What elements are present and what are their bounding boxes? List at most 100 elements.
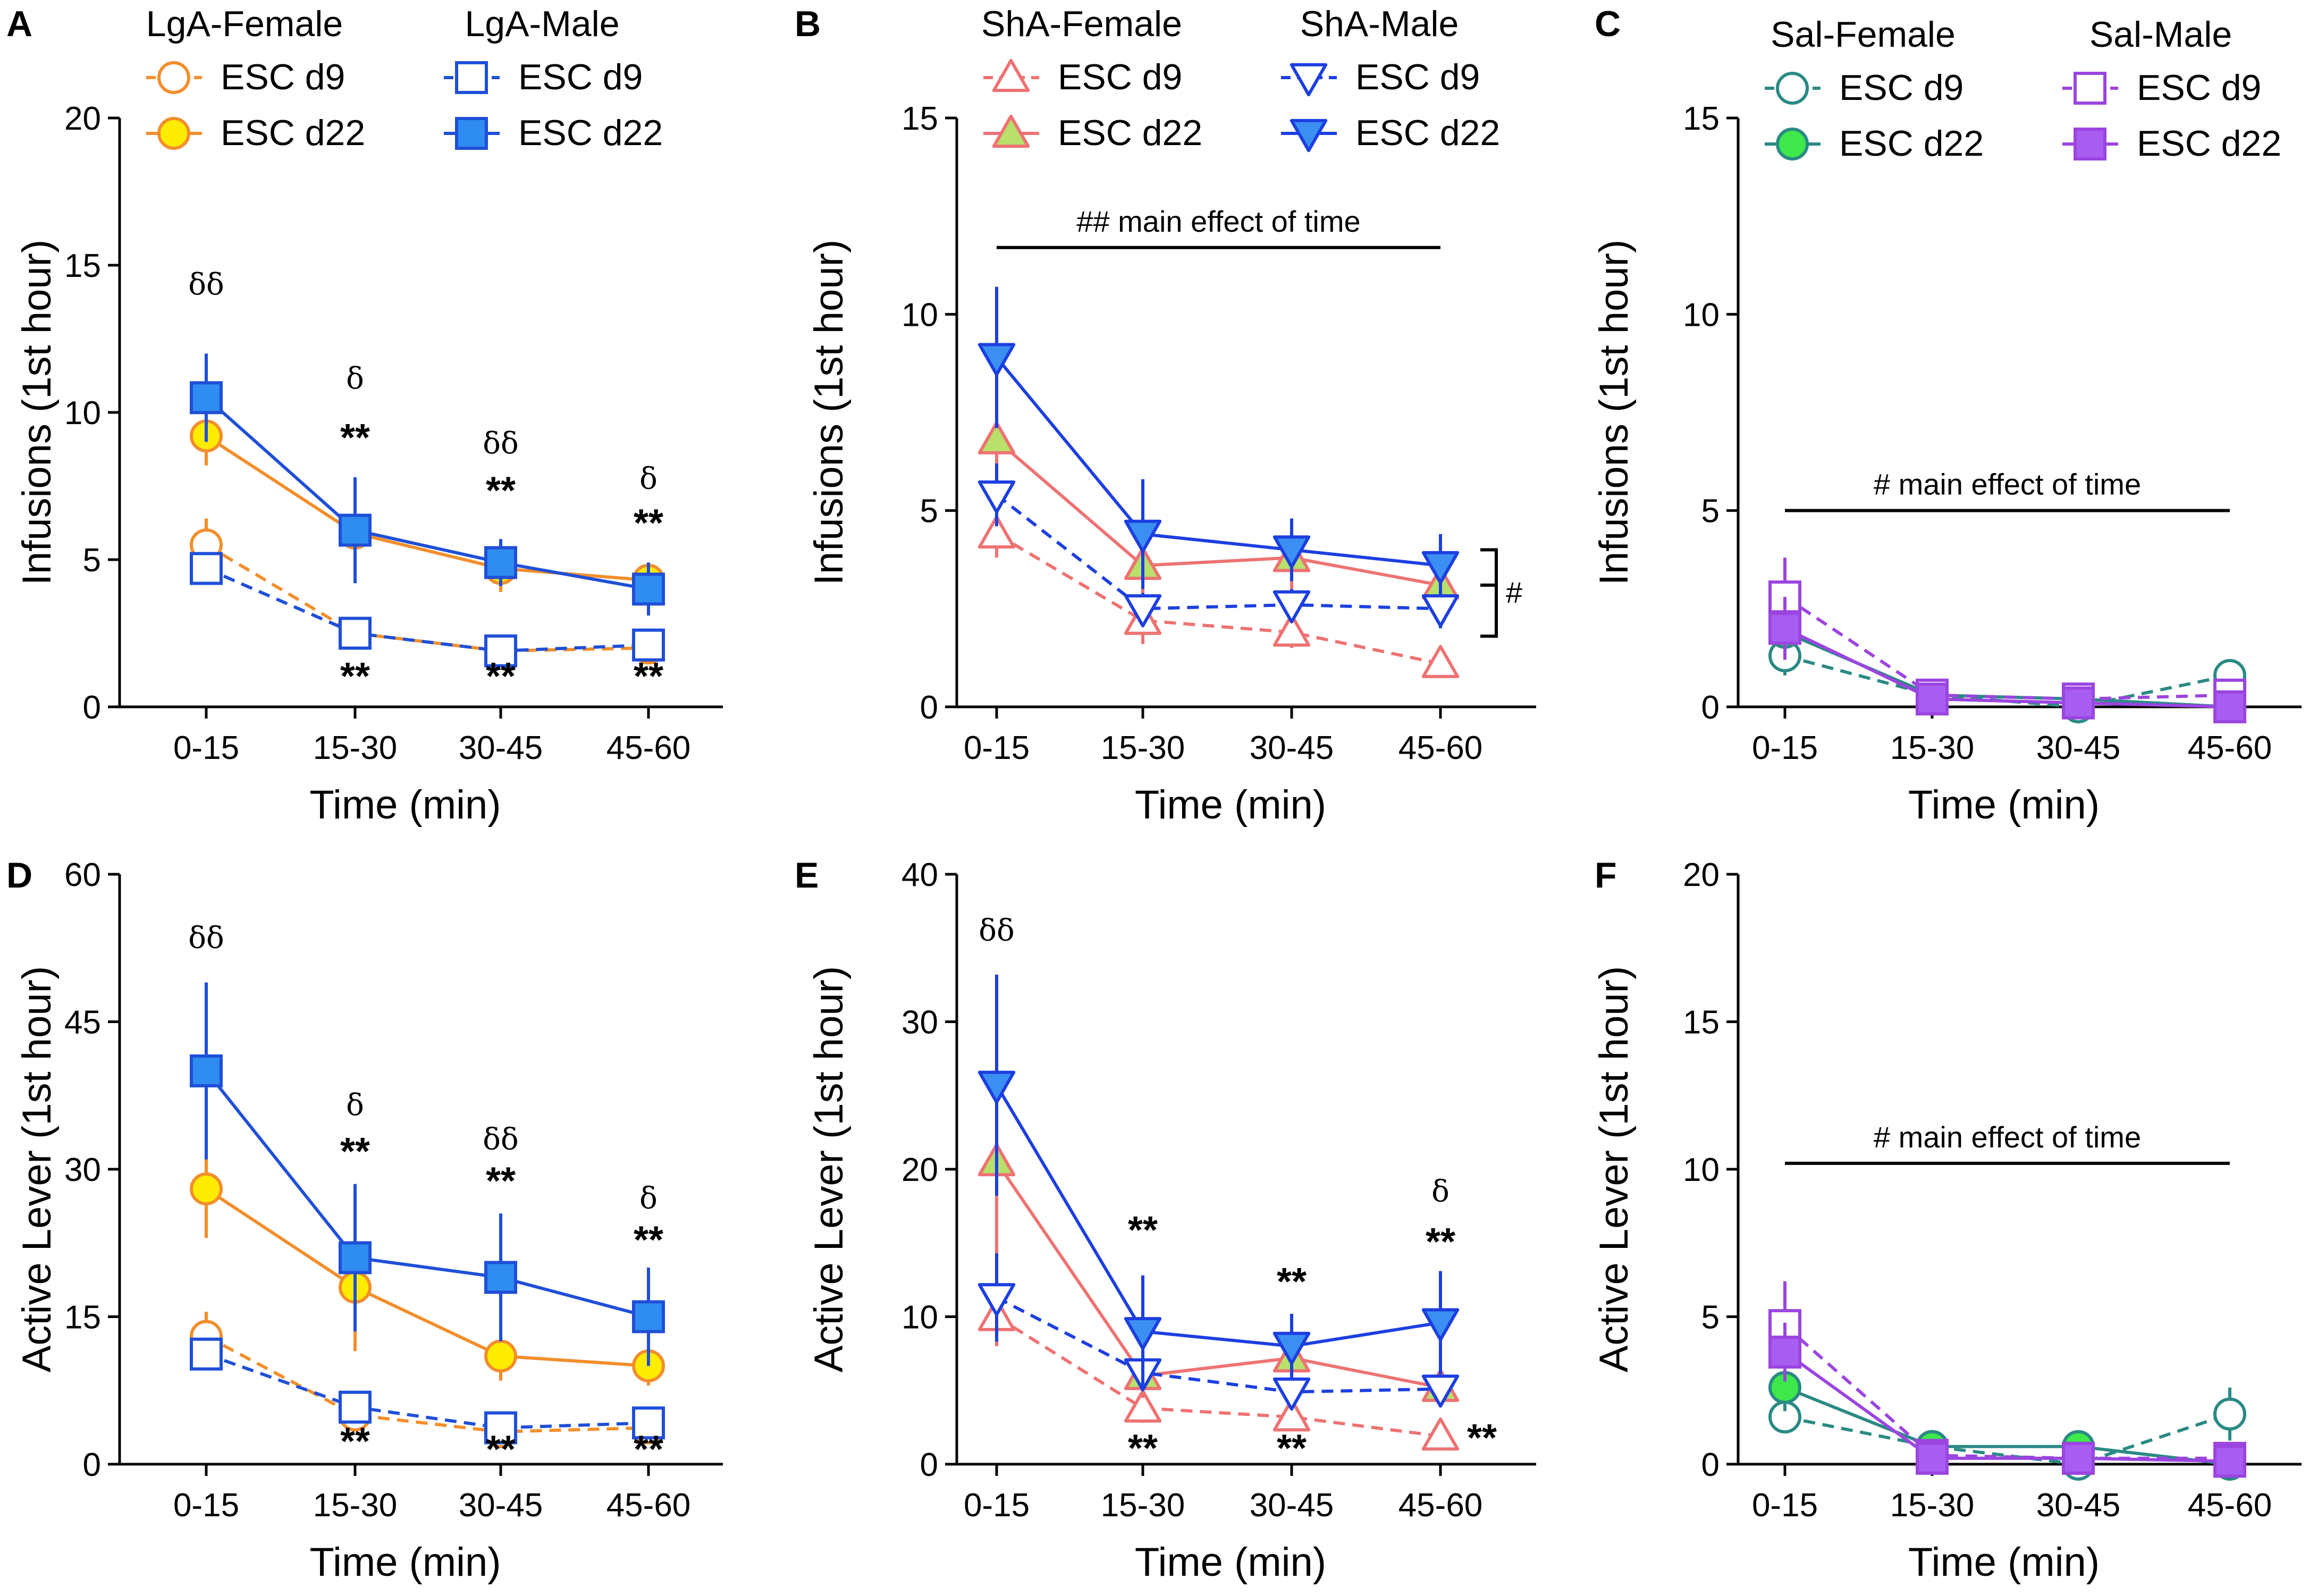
y-tick-label: 0 bbox=[1701, 689, 1720, 726]
y-tick-label: 15 bbox=[1683, 100, 1720, 137]
x-axis-label: Time (min) bbox=[1135, 1540, 1326, 1585]
data-point bbox=[1124, 519, 1162, 553]
delta-marker: δδ bbox=[483, 1122, 518, 1157]
data-point bbox=[2062, 686, 2095, 720]
series-lga-male-esc-d22 bbox=[190, 982, 665, 1366]
x-tick-label: 0-15 bbox=[173, 1487, 239, 1524]
significance-marker: ** bbox=[486, 655, 516, 698]
delta-marker: δδ bbox=[483, 427, 518, 461]
y-axis-label: Active Lever (1st hour) bbox=[1591, 966, 1637, 1373]
x-tick-label: 0-15 bbox=[964, 730, 1030, 766]
legend-marker bbox=[1776, 72, 1809, 105]
series-sha-male-esc-d22 bbox=[977, 286, 1460, 597]
data-point bbox=[1768, 612, 1801, 645]
legend-marker bbox=[1290, 119, 1328, 153]
y-tick-label: 40 bbox=[901, 857, 938, 893]
legend-title: ShA-Female bbox=[981, 4, 1182, 44]
data-point bbox=[1421, 594, 1460, 628]
y-tick-label: 10 bbox=[1683, 1152, 1720, 1188]
data-point bbox=[977, 515, 1016, 549]
data-point bbox=[1273, 1331, 1311, 1365]
series-lga-male-esc-d9 bbox=[190, 552, 665, 668]
y-tick-label: 30 bbox=[64, 1152, 101, 1188]
y-tick-label: 45 bbox=[64, 1004, 101, 1041]
y-tick-label: 20 bbox=[64, 100, 101, 137]
data-point bbox=[1421, 1374, 1460, 1408]
data-point bbox=[339, 617, 372, 650]
series-line bbox=[205, 567, 649, 653]
panel-label: B bbox=[795, 4, 821, 44]
significance-marker: ** bbox=[634, 1428, 663, 1471]
y-tick-label: 20 bbox=[1683, 857, 1720, 893]
data-point bbox=[339, 1241, 372, 1274]
significance-marker: ** bbox=[634, 1219, 663, 1261]
x-tick-label: 0-15 bbox=[173, 730, 239, 766]
legend-title: ShA-Male bbox=[1300, 4, 1459, 44]
y-tick-label: 15 bbox=[64, 1299, 101, 1336]
legend-entry: ESC d22 bbox=[518, 113, 663, 153]
x-tick-label: 45-60 bbox=[606, 1487, 691, 1524]
delta-marker: δ bbox=[1431, 1175, 1450, 1209]
panel-f: F 0 5 10 15 20 0-15 15-30 30-45 45-60 Time (min) Ac… bbox=[1591, 855, 2302, 1585]
delta-marker: δ bbox=[346, 1088, 364, 1122]
delta-marker: δ bbox=[346, 362, 364, 396]
series-sal-male-esc-d22 bbox=[1768, 597, 2246, 723]
x-tick-label: 0-15 bbox=[1752, 730, 1818, 766]
y-tick-label: 10 bbox=[901, 1299, 938, 1336]
legend: Sal-Female ESC d9 ESC d22 Sal-Male ESC d9 ESC… bbox=[1765, 14, 2281, 164]
series-line bbox=[205, 543, 649, 653]
legend-marker bbox=[992, 114, 1030, 148]
data-point bbox=[1273, 1377, 1311, 1411]
data-point bbox=[2213, 1445, 2246, 1478]
y-tick-label: 0 bbox=[83, 1447, 101, 1483]
significance-marker: ** bbox=[486, 1428, 516, 1471]
data-point bbox=[190, 1172, 223, 1205]
data-point bbox=[977, 343, 1016, 376]
data-point bbox=[1421, 1308, 1460, 1341]
series-line bbox=[995, 356, 1441, 568]
legend-entry: ESC d22 bbox=[1058, 113, 1202, 153]
data-point bbox=[1916, 682, 1949, 716]
delta-marker: δδ bbox=[979, 914, 1014, 948]
series-line bbox=[995, 1161, 1441, 1389]
y-tick-label: 5 bbox=[920, 493, 938, 530]
x-tick-label: 45-60 bbox=[1398, 730, 1483, 766]
series-lga-female-esc-d9 bbox=[190, 1312, 665, 1448]
significance-marker: ** bbox=[634, 655, 663, 698]
x-tick-label: 15-30 bbox=[1890, 730, 1975, 766]
x-axis-label: Time (min) bbox=[1908, 1540, 2100, 1585]
legend-marker bbox=[157, 117, 190, 150]
bracket bbox=[1480, 548, 1498, 638]
significance-marker: ** bbox=[1277, 1427, 1307, 1470]
panel-label: A bbox=[6, 4, 32, 44]
effect-label: # main effect of time bbox=[1874, 1120, 2141, 1154]
y-tick-label: 5 bbox=[1701, 1299, 1720, 1336]
significance-marker: ** bbox=[1426, 1221, 1455, 1263]
legend-marker bbox=[157, 61, 190, 94]
legend-marker bbox=[2074, 128, 2106, 161]
x-tick-label: 30-45 bbox=[459, 730, 543, 766]
data-point bbox=[1124, 1317, 1162, 1350]
data-point bbox=[2213, 1397, 2246, 1431]
series-lga-female-esc-d22 bbox=[190, 1139, 665, 1386]
series-line bbox=[1784, 1350, 2230, 1463]
y-tick-label: 0 bbox=[920, 1447, 938, 1483]
series-sal-male-esc-d22 bbox=[1768, 1322, 2246, 1478]
legend-entry: ESC d9 bbox=[1839, 67, 1964, 108]
delta-marker: δ bbox=[639, 1181, 658, 1216]
x-tick-label: 45-60 bbox=[606, 730, 691, 766]
y-tick-label: 15 bbox=[901, 100, 938, 137]
x-tick-label: 15-30 bbox=[313, 1487, 398, 1524]
series-line bbox=[996, 1296, 1441, 1394]
panel-e: E 0 10 20 30 40 0-15 15-30 30-45 45-60 Time (min) A… bbox=[795, 855, 1536, 1585]
data-point bbox=[190, 552, 223, 585]
legend-entry: ESC d22 bbox=[221, 113, 365, 153]
significance-marker: ** bbox=[340, 655, 370, 698]
x-tick-label: 15-30 bbox=[1101, 730, 1185, 766]
series-line bbox=[205, 1335, 649, 1433]
significance-marker: ** bbox=[486, 1160, 516, 1202]
legend-entry: ESC d9 bbox=[1058, 57, 1182, 97]
y-tick-label: 10 bbox=[1683, 297, 1720, 333]
y-tick-label: 15 bbox=[1683, 1004, 1720, 1041]
panel-label: F bbox=[1595, 855, 1617, 896]
